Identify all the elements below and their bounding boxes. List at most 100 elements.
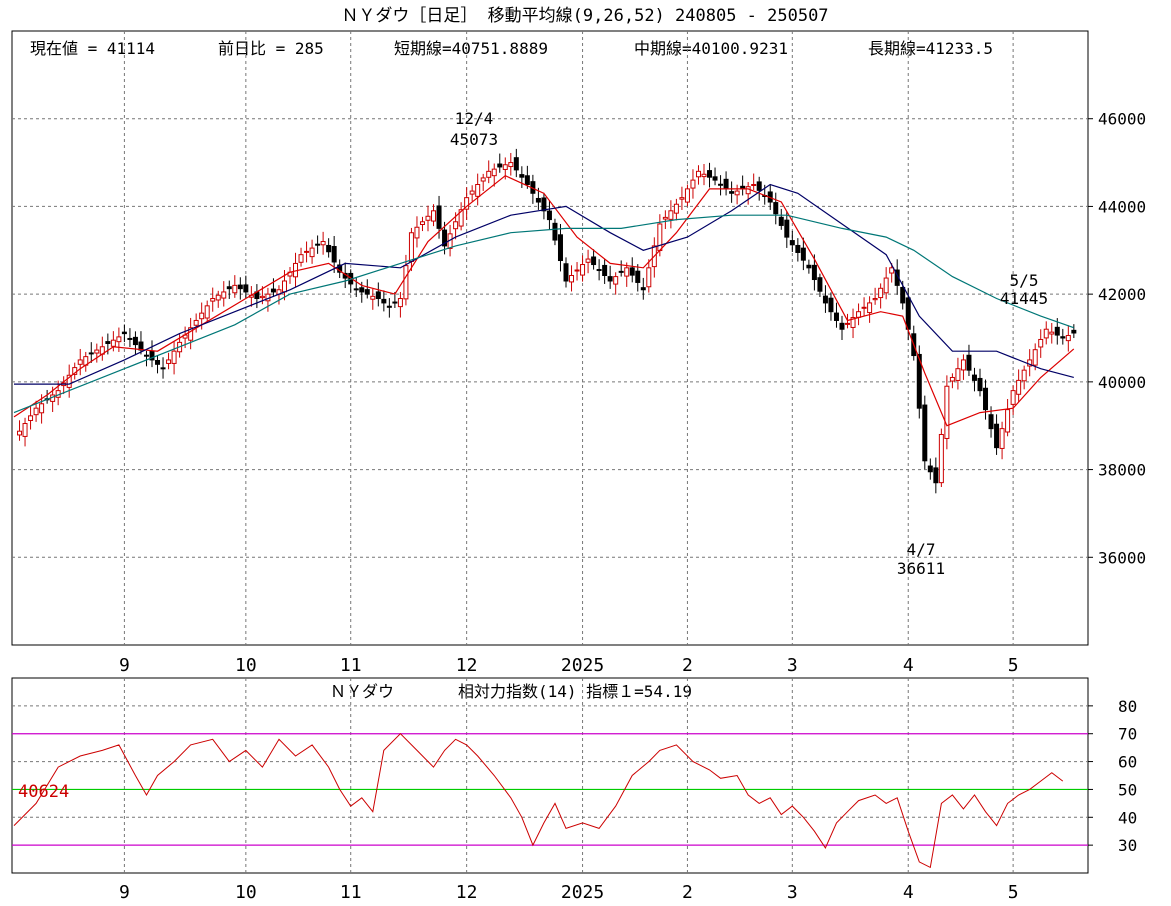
candle-up	[1021, 369, 1027, 382]
rsi-grid	[12, 678, 1088, 873]
candle-up	[960, 359, 966, 371]
candle-down	[519, 174, 525, 178]
candle-up	[475, 184, 481, 197]
candle-up	[751, 184, 757, 186]
candle-down	[591, 256, 597, 266]
candle-up	[657, 223, 663, 252]
candle-down	[243, 284, 249, 293]
candle-up	[166, 359, 172, 364]
candle-down	[497, 163, 503, 168]
rsi-x-axis: 9 10 11 12 2025 2 3 4 5	[119, 882, 1019, 903]
candle-down	[712, 176, 718, 181]
candle-down	[513, 157, 519, 171]
candle-up	[999, 428, 1005, 449]
candle-down	[773, 202, 779, 215]
candle-down	[1054, 326, 1060, 336]
candle-down	[795, 244, 801, 253]
ma-line-1	[14, 183, 1074, 385]
candle-up	[188, 327, 194, 341]
candle-up	[856, 311, 862, 318]
candle-down	[966, 354, 972, 371]
candle-up	[585, 258, 591, 263]
rsi-line	[13, 732, 1064, 869]
rsi-y-tick-label: 50	[1118, 780, 1137, 799]
candle-down	[375, 291, 381, 300]
candle-up	[1016, 379, 1022, 395]
candle-up	[431, 210, 437, 222]
candle-down	[635, 270, 641, 283]
candle-up	[867, 302, 873, 314]
candle-down	[900, 286, 906, 304]
candle-down	[1060, 336, 1066, 339]
candle-up	[370, 295, 376, 300]
price-x-tick-label: 2025	[561, 655, 604, 676]
candle-up	[883, 277, 889, 294]
candle-down	[524, 175, 530, 186]
candle-up	[408, 232, 414, 262]
candle-up	[955, 368, 961, 381]
candle-up	[17, 430, 23, 436]
candle-down	[828, 297, 834, 313]
candle-down	[563, 263, 569, 282]
chart-title: ＮＹダウ［日足］ 移動平均線(9,26,52) 240805 - 250507	[341, 6, 828, 26]
candle-up	[624, 267, 630, 277]
candle-up	[673, 203, 679, 214]
rsi-y-tick-label: 40	[1118, 808, 1137, 827]
price-y-tick-label: 42000	[1098, 285, 1146, 304]
candle-up	[734, 190, 740, 196]
candle-down	[326, 244, 332, 253]
rsi-x-tick-label: 10	[235, 882, 257, 902]
long-ma-value: 長期線=41233.5	[868, 39, 993, 58]
candle-up	[259, 295, 265, 299]
candle-up	[116, 336, 122, 343]
candle-down	[353, 288, 359, 291]
candle-up	[1005, 409, 1011, 433]
candle-down	[602, 264, 608, 277]
rsi-x-tick-label: 4	[903, 882, 914, 902]
price-x-tick-label: 12	[456, 655, 478, 676]
candle-down	[607, 276, 613, 282]
rsi-reference-lines	[12, 733, 1088, 846]
candle-down	[756, 181, 762, 191]
candle-down	[392, 301, 398, 304]
candle-down	[927, 465, 933, 473]
candle-down	[994, 423, 1000, 449]
candle-up	[215, 294, 221, 301]
candle-up	[414, 226, 420, 239]
candle-down	[817, 277, 823, 292]
candle-up	[491, 168, 497, 177]
day-change: 前日比 = 285	[218, 39, 324, 58]
short-ma-value: 短期線=40751.8889	[394, 39, 548, 58]
candle-up	[425, 215, 431, 221]
candle-down	[315, 243, 321, 246]
candle-up	[690, 179, 696, 189]
candle-down	[160, 367, 166, 370]
candle-up	[33, 407, 39, 416]
candle-down	[833, 312, 839, 321]
candle-down	[916, 353, 922, 409]
rsi-y-tick-label: 60	[1118, 753, 1137, 772]
rsi-x-tick-label: 2	[682, 882, 693, 902]
candle-down	[552, 222, 558, 241]
candle-up	[872, 298, 878, 301]
candle-up	[66, 374, 72, 388]
rsi-indicator: 相対力指数(14) 指標１=54.19	[458, 682, 692, 701]
candle-up	[193, 319, 199, 326]
candle-up	[695, 170, 701, 178]
rsi-x-tick-label: 12	[456, 882, 478, 902]
candle-up	[453, 221, 459, 230]
price-y-tick-label: 38000	[1098, 461, 1146, 480]
rsi-x-tick-label: 5	[1008, 882, 1019, 902]
candle-down	[905, 297, 911, 330]
candle-up	[878, 287, 884, 299]
rsi-name: ＮＹダウ	[330, 682, 394, 701]
candle-down	[629, 267, 635, 276]
candle-down	[364, 289, 370, 295]
candle-down	[729, 191, 735, 194]
candle-down	[331, 246, 337, 263]
price-y-tick-label: 46000	[1098, 110, 1146, 129]
rsi-marker-value: 40624	[18, 782, 69, 802]
